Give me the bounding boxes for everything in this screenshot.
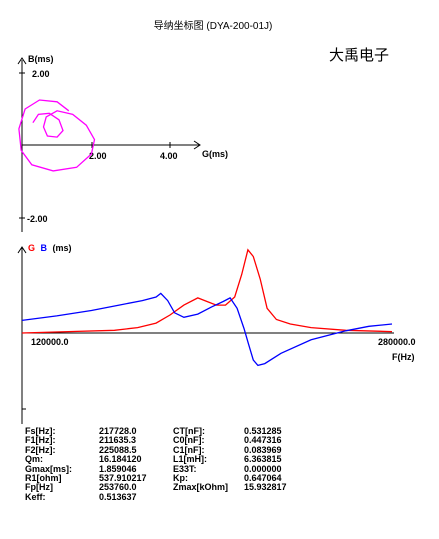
param-name: Qm: (25, 454, 43, 465)
freq-axis-label: F(Hz) (392, 352, 415, 362)
param-value: 0.000000 (244, 463, 282, 474)
legend-b: B (41, 243, 48, 253)
param-value: 0.447316 (244, 435, 282, 446)
g-axis-label: G(ms) (202, 149, 228, 159)
g-series-line (21, 248, 393, 334)
x-tick-label-4: 4.00 (160, 151, 178, 161)
admittance-chart: B(ms) G(ms) 2.00 4.00 2.00 -2.00 (17, 54, 228, 232)
param-value: 15.932817 (244, 482, 287, 493)
param-name: Kp: (173, 472, 188, 483)
param-value: 537.910217 (99, 472, 147, 483)
param-name: L1[mH]: (173, 454, 207, 465)
param-name: CT[nF]: (173, 426, 205, 436)
param-name: C0[nF]: (173, 435, 205, 446)
x-tick-label-2: 2.00 (89, 151, 107, 161)
param-name: Keff: (25, 491, 46, 502)
param-name: Fp[Hz] (25, 482, 53, 493)
param-value: 16.184120 (99, 454, 142, 465)
b-axis-label: B(ms) (28, 54, 54, 64)
param-name: Fs[Hz]: (25, 426, 56, 436)
param-value: 1.859046 (99, 463, 137, 474)
param-value: 0.647064 (244, 472, 282, 483)
y-tick-label-pos: 2.00 (32, 69, 50, 79)
chart-title: 导纳坐标图 (DYA-200-01J) (154, 19, 273, 32)
g-axis-arrow (193, 140, 201, 150)
param-value: 217728.0 (99, 426, 137, 436)
param-value: 0.513637 (99, 491, 137, 502)
frequency-chart: G B (ms) 120000.0 280000.0 F(Hz) (17, 243, 416, 424)
y-tick-label-neg: -2.00 (27, 214, 48, 224)
gb-unit: (ms) (53, 243, 72, 253)
param-value: 0.083969 (244, 444, 282, 455)
param-name: F1[Hz]: (25, 435, 56, 446)
param-name: R1[ohm] (25, 472, 62, 483)
param-value: 6.363815 (244, 454, 282, 465)
param-value: 211635.3 (99, 435, 137, 446)
brand-label: 大禹电子 (329, 47, 389, 64)
b-axis-arrow (17, 57, 27, 65)
param-value: 0.531285 (244, 426, 282, 436)
param-name: F2[Hz]: (25, 444, 56, 455)
legend-g: G (28, 243, 35, 253)
param-value: 225088.5 (99, 444, 137, 455)
b-series-line (21, 292, 393, 367)
gb-axis-arrow (17, 246, 27, 254)
param-name: Zmax[kOhm] (173, 482, 229, 493)
legend: G B (ms) (28, 243, 72, 253)
param-name: Gmax[ms]: (25, 463, 73, 474)
param-value: 253760.0 (99, 482, 137, 493)
param-name: C1[nF]: (173, 444, 205, 455)
freq-tick-start: 120000.0 (31, 337, 69, 347)
param-name: E33T: (173, 463, 197, 474)
freq-tick-end: 280000.0 (378, 337, 416, 347)
admittance-curve (18, 99, 96, 172)
